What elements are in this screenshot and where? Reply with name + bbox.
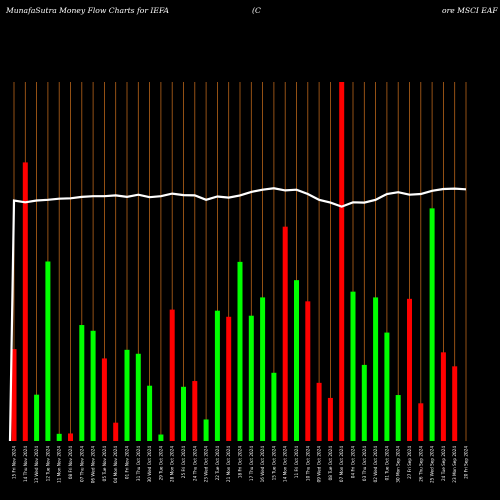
x-tick-label: 23 Mon Sep 2024	[452, 446, 457, 483]
series-line	[8, 187, 467, 442]
x-tick-label: 25 Fri Oct 2024	[181, 446, 186, 479]
bar	[305, 301, 311, 441]
x-tick-label: 02 Wed Oct 2024	[373, 446, 378, 483]
bar	[135, 353, 141, 441]
x-tick-label: 20 Fri Sep 2024	[464, 446, 469, 479]
bar	[384, 332, 390, 441]
x-tick-label: 24 Tue Sep 2024	[441, 446, 446, 481]
x-tick-label: 01 Fri Nov 2024	[125, 446, 130, 479]
x-tick-label: 07 Thu Nov 2024	[79, 446, 84, 482]
x-tick-label: 18 Fri Oct 2024	[238, 446, 243, 479]
bar	[34, 394, 40, 441]
x-tick-label: 22 Tue Oct 2024	[215, 446, 220, 481]
bar	[429, 208, 435, 441]
x-tick-label: 05 Tue Nov 2024	[102, 446, 107, 482]
x-tick-label: 09 Wed Oct 2024	[317, 446, 322, 483]
bar	[68, 433, 73, 441]
x-tick-label: 15 Fri Nov 2024	[12, 446, 17, 479]
bar	[316, 382, 322, 441]
x-tick-label: 15 Tue Oct 2024	[271, 446, 276, 481]
bar	[294, 280, 299, 441]
x-tick-label: 11 Fri Oct 2024	[294, 446, 299, 479]
x-tick-label: 16 Wed Oct 2024	[260, 446, 265, 483]
bar	[56, 433, 62, 441]
bar	[169, 309, 175, 441]
x-tick-label: 10 Thu Oct 2024	[305, 446, 310, 481]
x-tick-label: 07 Mon Oct 2024	[339, 446, 344, 482]
bar	[11, 349, 17, 441]
bar	[248, 315, 254, 441]
bar	[395, 395, 401, 441]
bar	[418, 403, 424, 441]
bar	[90, 330, 96, 441]
bar	[226, 316, 232, 441]
bar	[440, 352, 446, 441]
x-tick-label: 21 Mon Oct 2024	[226, 446, 231, 482]
x-tick-label: 04 Fri Oct 2024	[351, 446, 356, 479]
x-tick-label: 03 Thu Oct 2024	[362, 446, 367, 481]
bar	[237, 261, 243, 441]
chart-title-middle: (C	[252, 6, 261, 15]
x-tick-label: 06 Wed Nov 2024	[91, 446, 96, 484]
bar	[214, 310, 220, 441]
bar	[271, 372, 277, 441]
bar	[260, 297, 266, 441]
x-tick-label: 08 Fri Nov 2024	[68, 446, 73, 479]
x-tick-label: 13 Wed Nov 2024	[34, 446, 39, 484]
x-tick-label: 11 Mon Nov 2024	[57, 446, 62, 483]
bar	[350, 291, 356, 441]
x-tick-label: 04 Mon Nov 2024	[113, 446, 118, 483]
bar	[373, 297, 379, 441]
bar	[45, 261, 51, 441]
bar	[158, 434, 164, 441]
x-tick-label: 17 Thu Oct 2024	[249, 446, 254, 481]
bar	[282, 226, 288, 441]
bar	[361, 364, 367, 441]
bars	[11, 82, 458, 441]
bar	[113, 422, 119, 441]
x-tick-label: 30 Wed Oct 2024	[147, 446, 152, 483]
bar	[339, 82, 345, 441]
chart-title: MunafaSutra Money Flow Charts for IEFA	[5, 6, 170, 15]
x-tick-label: 01 Tue Oct 2024	[384, 446, 389, 481]
bar	[327, 397, 333, 441]
x-tick-label: 26 Thu Sep 2024	[418, 446, 423, 482]
x-tick-label: 25 Wed Sep 2024	[430, 446, 435, 483]
x-tick-label: 28 Mon Oct 2024	[170, 446, 175, 482]
x-tick-label: 30 Mon Sep 2024	[396, 446, 401, 483]
x-tick-label: 29 Tue Oct 2024	[158, 446, 163, 481]
bar	[79, 325, 85, 441]
x-tick-label: 23 Wed Oct 2024	[204, 446, 209, 483]
bar	[124, 349, 130, 441]
chart-title-right: ore MSCI EAF	[442, 6, 498, 15]
bar	[407, 298, 412, 441]
bar	[101, 358, 107, 441]
x-tick-label: 27 Fri Sep 2024	[407, 446, 412, 479]
bar	[181, 386, 186, 441]
x-tick-label: 14 Mon Oct 2024	[283, 446, 288, 482]
bar	[192, 381, 198, 441]
bar	[452, 366, 458, 441]
x-tick-label: 12 Tue Nov 2024	[45, 446, 50, 482]
x-tick-label: 14 Thu Nov 2024	[23, 446, 28, 482]
x-tick-label: 24 Thu Oct 2024	[192, 446, 197, 481]
bar	[22, 162, 28, 441]
x-tick-label: 08 Tue Oct 2024	[328, 446, 333, 481]
bar	[203, 419, 209, 441]
bar	[147, 385, 153, 441]
x-tick-label: 31 Thu Oct 2024	[136, 446, 141, 481]
x-tick-labels: 15 Fri Nov 2024 14 Thu Nov 2024 13 Wed Nov…	[12, 446, 469, 484]
